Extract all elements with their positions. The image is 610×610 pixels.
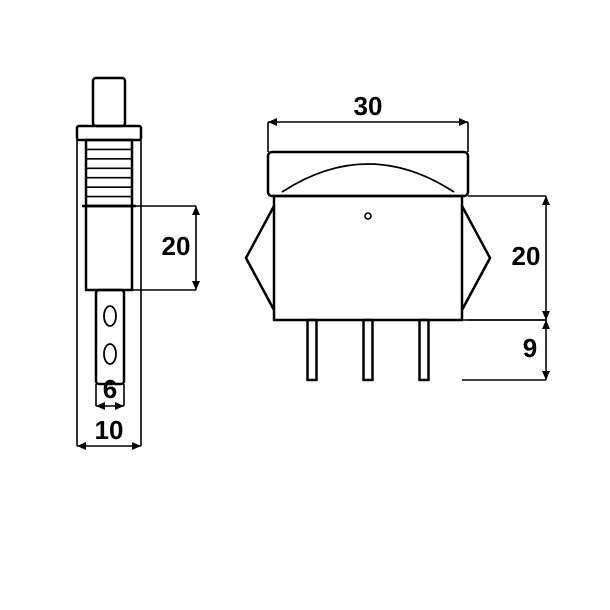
dim-side-6: 6 (103, 374, 117, 404)
dim-side-20: 20 (162, 231, 191, 261)
dim-front-30: 30 (354, 91, 383, 121)
dimensions: 20 6 10 30 20 9 (77, 91, 550, 450)
dim-front-9: 9 (523, 333, 537, 363)
front-view (246, 152, 490, 380)
dim-side-10: 10 (95, 415, 124, 445)
side-view (77, 78, 141, 384)
technical-drawing: 20 6 10 30 20 9 (0, 0, 610, 610)
dim-front-20: 20 (512, 241, 541, 271)
